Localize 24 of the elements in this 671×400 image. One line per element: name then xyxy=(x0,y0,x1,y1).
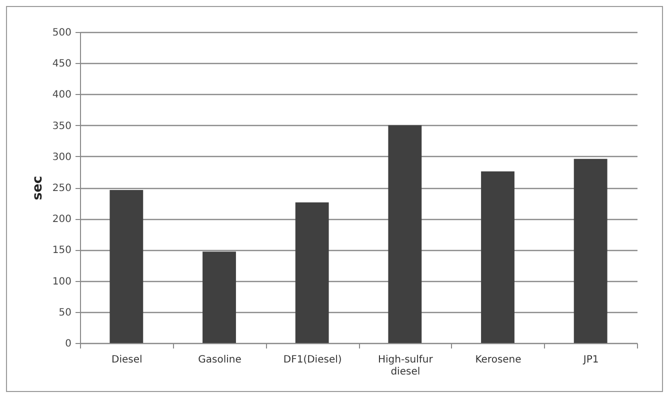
x-tick-label: DF1(Diesel) xyxy=(283,354,342,366)
bar xyxy=(110,190,144,343)
bar xyxy=(202,252,236,343)
y-tick-label: 500 xyxy=(52,28,72,38)
x-tick-label: Diesel xyxy=(112,354,142,366)
y-tick-label: 400 xyxy=(52,90,72,101)
y-axis-title: sec xyxy=(30,176,46,200)
y-tick-label: 50 xyxy=(58,307,72,318)
bar xyxy=(574,158,608,343)
y-tick-label: 250 xyxy=(52,183,72,194)
y-tick-label: 0 xyxy=(65,338,72,350)
y-tick-label: 450 xyxy=(52,58,72,70)
x-tick-label: High-sulfur diesel xyxy=(378,354,434,378)
bar xyxy=(295,202,329,343)
x-tick-label: JP1 xyxy=(582,354,599,366)
bar xyxy=(388,125,422,343)
y-tick-label: 100 xyxy=(52,276,72,288)
bar xyxy=(481,171,514,343)
y-tick-label: 350 xyxy=(52,120,72,132)
y-tick-label: 150 xyxy=(52,245,72,256)
y-tick-label: 200 xyxy=(52,214,72,226)
y-tick-label: 300 xyxy=(52,152,72,163)
x-tick-label: Kerosene xyxy=(475,354,522,366)
x-tick-label: Gasoline xyxy=(198,354,242,366)
